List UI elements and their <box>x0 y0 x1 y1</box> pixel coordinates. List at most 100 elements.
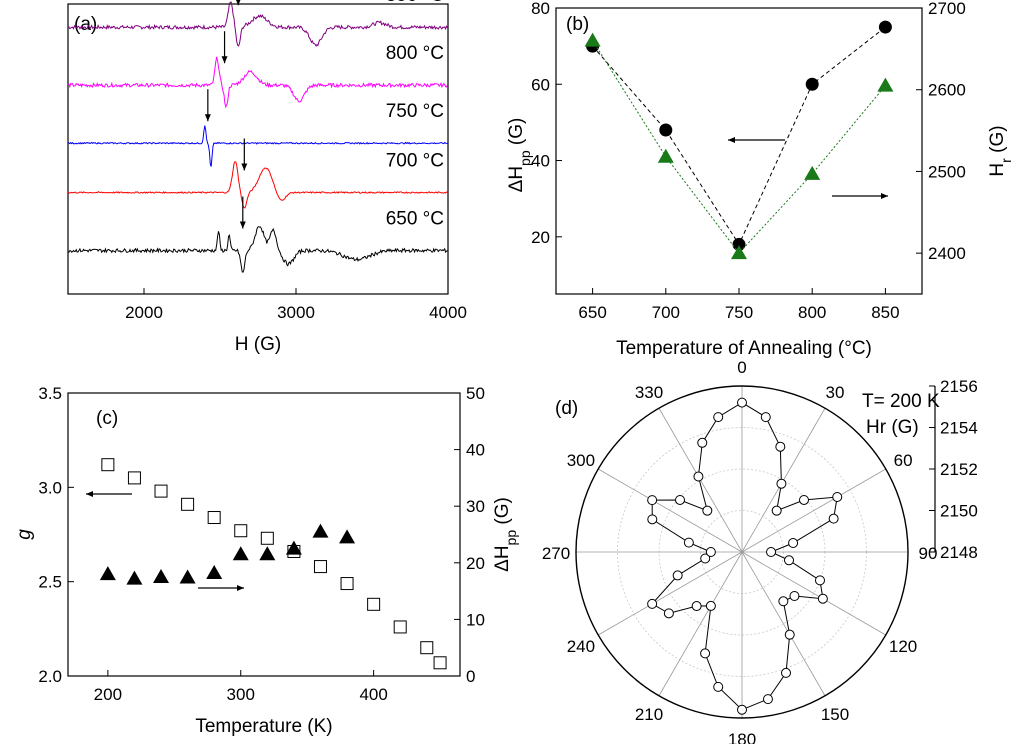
data-point-linewidth <box>805 77 819 91</box>
polar-data-point <box>788 537 799 548</box>
polar-data-point <box>702 505 713 516</box>
x-tick-label: 2000 <box>125 303 163 322</box>
data-point-g-factor <box>393 620 407 634</box>
polar-data-point <box>705 600 716 611</box>
data-point-linewidth <box>259 546 276 561</box>
y-right-tick-label: 40 <box>466 441 485 460</box>
x-axis-label: Temperature of Annealing (°C) <box>616 338 872 359</box>
angle-label: 300 <box>567 451 595 470</box>
polar-data-point <box>700 553 711 564</box>
polar-data-point <box>672 570 683 581</box>
y-left-tick-label: 3.0 <box>38 478 62 497</box>
resonance-arrow-750-head <box>204 114 211 122</box>
left-axis-arrow-head <box>728 137 735 143</box>
data-point-linewidth <box>232 546 249 561</box>
data-point-linewidth <box>126 570 143 585</box>
y-left-tick-label: 20 <box>531 228 550 247</box>
polar-data-point <box>814 575 825 586</box>
radial-scale-label: 2154 <box>940 419 978 438</box>
resonance-arrow-850-head <box>236 0 241 6</box>
spectrum-850 <box>67 1 448 47</box>
panel-a: 2000 3000 4000 H (G) (a) 850 °C 800 °C 750 °C 70… <box>67 0 467 355</box>
angle-label: 60 <box>894 451 913 470</box>
panel-d: 0 30 60 90 120 150 180 210 240 270 300 330 2148 2150 2… <box>542 358 978 744</box>
data-point-linewidth <box>732 237 746 251</box>
x-tick-label: 300 <box>227 685 255 704</box>
y-left-axis-label: g <box>14 529 35 540</box>
right-axis-arrow-head <box>881 193 888 199</box>
radial-scale-label: 2156 <box>940 377 978 396</box>
y-left-tick-label: 40 <box>531 152 550 171</box>
angular-grid-line <box>658 551 743 696</box>
x-tick-label: 850 <box>871 303 899 322</box>
data-point-g-factor <box>420 641 434 655</box>
angle-label: 330 <box>635 383 663 402</box>
polar-data-point <box>817 593 828 604</box>
data-point-resonance-field <box>657 148 674 163</box>
panel-b: 650 700 750 800 850 20 40 60 80 2400 2500 2600 2700 T… <box>506 0 1014 359</box>
polar-data-point <box>771 505 782 516</box>
radial-scale-label: 2152 <box>940 460 978 479</box>
temperature-label-700: 700 °C <box>386 151 444 172</box>
y-left-tick-label: 2.5 <box>38 573 62 592</box>
temperature-label-800: 800 °C <box>386 43 444 64</box>
resonance-arrow-650-head <box>239 221 246 229</box>
x-tick-label: 800 <box>798 303 826 322</box>
polar-data-point <box>705 547 716 557</box>
polar-data-point <box>713 681 724 692</box>
radial-axis-label: Hr (G) <box>866 417 919 438</box>
polar-data-point <box>697 437 708 448</box>
y-right-axis-label: Hr (G) <box>987 125 1014 176</box>
x-tick-label: 650 <box>578 303 606 322</box>
data-point-linewidth <box>878 20 892 34</box>
y-right-tick-label: 10 <box>466 610 485 629</box>
polar-data-point <box>783 555 794 566</box>
y-right-tick-label: 2400 <box>928 244 966 263</box>
polar-data-point <box>693 471 704 482</box>
polar-data-point <box>762 694 773 705</box>
polar-data-point <box>737 397 747 408</box>
data-point-resonance-field <box>804 165 821 180</box>
data-point-g-factor <box>260 531 274 545</box>
data-point-g-factor <box>207 511 221 525</box>
polar-data-point <box>700 648 711 659</box>
data-point-g-factor <box>234 524 248 538</box>
data-point-resonance-field <box>877 77 894 92</box>
x-axis-label: H (G) <box>235 334 281 355</box>
polar-data-point <box>647 598 658 609</box>
x-axis-label: Temperature (K) <box>195 716 332 737</box>
temperature-label-650: 650 °C <box>386 209 444 230</box>
data-point-linewidth <box>659 123 673 137</box>
data-point-g-factor <box>367 597 381 611</box>
y-left-tick-label: 60 <box>531 75 550 94</box>
y-right-tick-label: 30 <box>466 497 485 516</box>
polar-data-point <box>766 547 777 557</box>
angle-label: 180 <box>728 730 756 744</box>
spectrum-700 <box>67 161 448 209</box>
polar-data-point <box>776 478 787 489</box>
angle-label: 150 <box>821 705 849 724</box>
y-left-axis-label: ΔHpp (G) <box>506 118 533 193</box>
y-right-tick-label: 0 <box>466 667 475 686</box>
polar-data-point <box>778 596 789 607</box>
angular-grid-line <box>598 468 743 553</box>
polar-data-point <box>832 492 843 503</box>
data-point-linewidth <box>153 568 170 583</box>
polar-data-point <box>737 704 747 715</box>
x-tick-label: 750 <box>725 303 753 322</box>
data-point-linewidth <box>206 564 223 579</box>
polar-data-point <box>760 412 771 423</box>
angle-label: 240 <box>567 637 595 656</box>
polar-data-point <box>713 412 724 423</box>
panel-label: (a) <box>74 14 97 35</box>
polar-data-point <box>789 591 800 602</box>
temperature-label-750: 750 °C <box>386 101 444 122</box>
y-right-tick-label: 2600 <box>928 81 966 100</box>
resonance-arrow-800-head <box>221 56 228 64</box>
plot-frame <box>67 3 449 295</box>
angle-label: 90 <box>919 544 938 563</box>
left-axis-arrow-head <box>86 491 93 497</box>
polar-frame <box>575 385 909 719</box>
y-right-tick-label: 2700 <box>928 0 966 18</box>
